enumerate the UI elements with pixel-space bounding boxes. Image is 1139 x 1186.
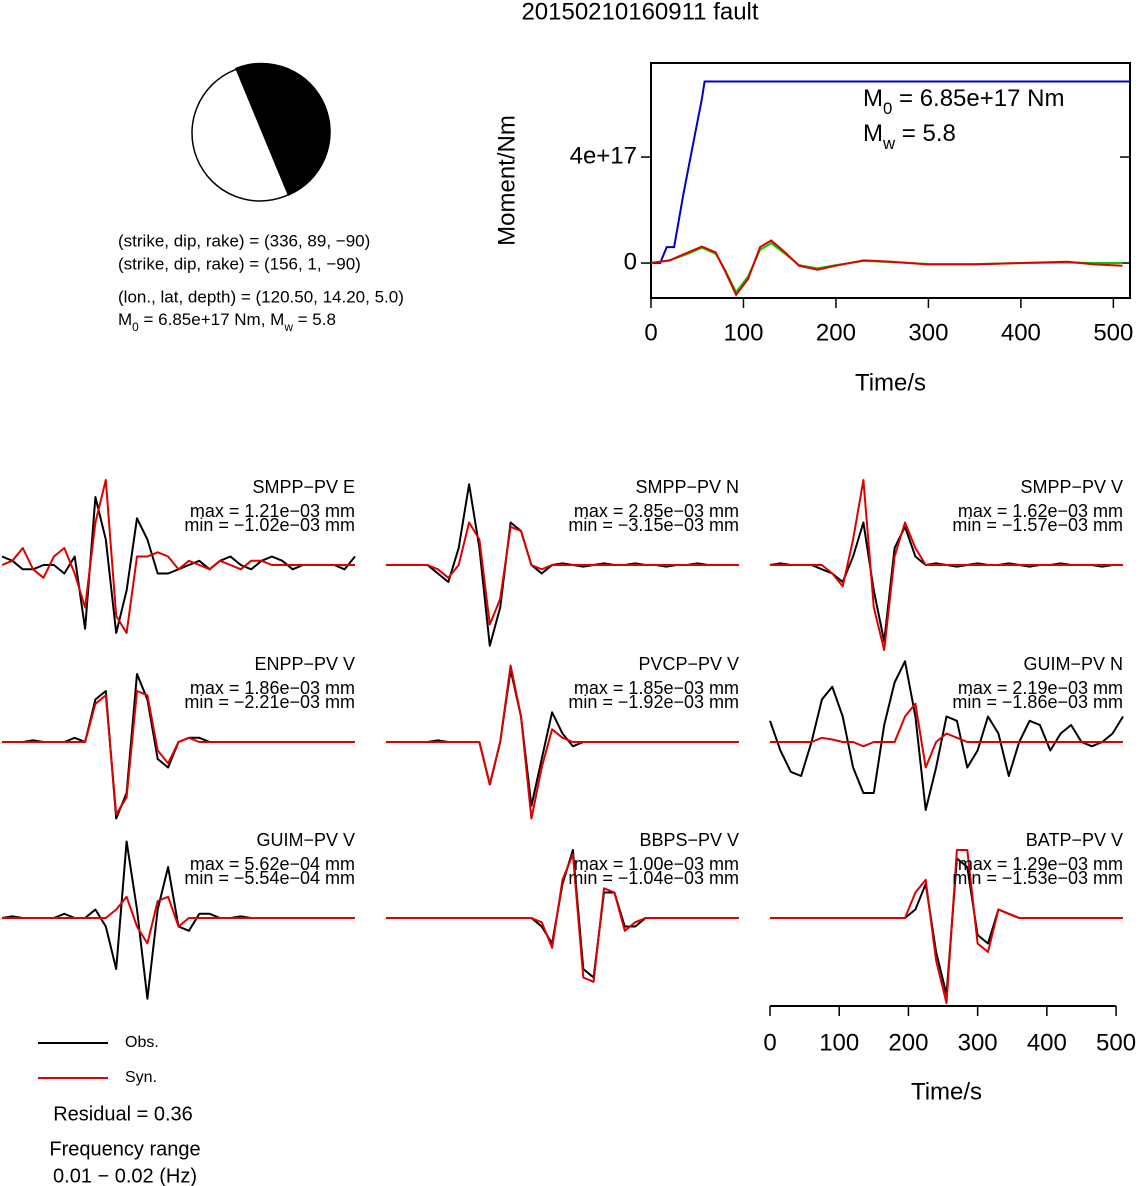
subscript-text: M0 = 6.85e+17 Nm, Mw = 5.8 [118, 310, 336, 334]
y-tick-label: 0 [624, 248, 637, 275]
y-tick-label: 4e+17 [570, 142, 637, 169]
min-label: min = −3.15e−03 mm [568, 515, 739, 535]
max-label: max = 1.86e−03 mm [190, 678, 355, 698]
station-label: ENPP−PV V [254, 654, 355, 674]
syn-trace [2, 690, 355, 816]
subscript-text: Mw = 5.8 [863, 120, 956, 153]
station-label: GUIM−PV V [256, 830, 355, 850]
text-part: M [118, 310, 132, 329]
subscript: w [283, 320, 293, 334]
syn-trace [1, 479, 355, 634]
frequency-label: Frequency range [49, 1138, 200, 1160]
moment-line [650, 241, 1123, 295]
min-label: min = −1.92e−03 mm [568, 692, 739, 712]
figure-title: 20150210160911 fault [521, 0, 758, 25]
moment-line [650, 239, 1123, 297]
subscript: 0 [883, 99, 892, 118]
min-label: min = −5.54e−04 mm [184, 868, 355, 888]
min-label: min = −1.57e−03 mm [952, 515, 1123, 535]
max-label: max = 1.00e−03 mm [574, 854, 739, 874]
subscript-text: M0 = 6.85e+17 Nm [863, 85, 1064, 118]
syn-trace [386, 853, 739, 983]
x-tick-label: 0 [763, 1029, 776, 1056]
y-axis-label: Moment/Nm [493, 115, 520, 246]
max-label: max = 2.19e−03 mm [958, 678, 1123, 698]
text-part: = 5.8 [293, 310, 336, 329]
min-label: min = −1.02e−03 mm [184, 515, 355, 535]
residual: Residual = 0.36 [53, 1103, 193, 1125]
text-part: = 6.85e+17 Nm [892, 85, 1064, 112]
syn-trace [770, 479, 1123, 651]
syn-trace [770, 849, 1123, 1004]
max-label: max = 1.29e−03 mm [958, 854, 1123, 874]
frequency-range: 0.01 − 0.02 (Hz) [53, 1165, 197, 1186]
x-axis-label: Time/s [855, 369, 926, 396]
x-tick-label: 400 [1027, 1029, 1067, 1056]
max-label: max = 1.62e−03 mm [958, 501, 1123, 521]
max-label: max = 1.21e−03 mm [190, 501, 355, 521]
max-label: max = 2.85e−03 mm [574, 501, 739, 521]
station-label: GUIM−PV N [1023, 654, 1123, 674]
min-label: min = −1.04e−03 mm [568, 868, 739, 888]
syn-trace [770, 702, 1123, 769]
x-tick-label: 200 [888, 1029, 928, 1056]
syn-trace [386, 664, 739, 820]
text-part: = 6.85e+17 Nm, M [139, 310, 285, 329]
x-tick-label: 500 [1096, 1029, 1136, 1056]
legend-label: Obs. [125, 1034, 159, 1051]
station-label: PVCP−PV V [638, 654, 739, 674]
min-label: min = −2.21e−03 mm [184, 692, 355, 712]
focal-line: (lon., lat, depth) = (120.50, 14.20, 5.0… [118, 287, 404, 306]
x-tick-label: 400 [1001, 319, 1041, 346]
moment-line [651, 80, 1130, 264]
focal-line: (strike, dip, rake) = (156, 1, −90) [118, 254, 361, 273]
x-tick-label: 300 [958, 1029, 998, 1056]
station-label: SMPP−PV V [1020, 477, 1123, 497]
syn-trace [386, 521, 739, 626]
moment-frame [650, 62, 1131, 299]
x-tick-label: 200 [816, 319, 856, 346]
beachball-compression [235, 62, 331, 197]
x-tick-label: 300 [908, 319, 948, 346]
syn-trace [2, 895, 355, 945]
x-tick-label: 0 [644, 319, 657, 346]
min-label: min = −1.86e−03 mm [952, 692, 1123, 712]
obs-trace [769, 660, 1124, 811]
focal-line: (strike, dip, rake) = (336, 89, −90) [118, 231, 370, 250]
x-tick-label: 100 [723, 319, 763, 346]
station-label: SMPP−PV N [635, 477, 739, 497]
legend-label: Syn. [125, 1069, 157, 1086]
obs-trace [769, 521, 1123, 643]
station-label: SMPP−PV E [252, 477, 355, 497]
max-label: max = 5.62e−04 mm [190, 854, 355, 874]
min-label: min = −1.53e−03 mm [952, 868, 1123, 888]
station-label: BBPS−PV V [639, 830, 739, 850]
x-axis-label: Time/s [911, 1078, 982, 1105]
subscript: w [882, 134, 896, 153]
max-label: max = 1.85e−03 mm [574, 678, 739, 698]
subscript: 0 [132, 320, 139, 334]
beachball [191, 62, 331, 202]
text-part: = 5.8 [895, 120, 956, 147]
text-part: M [863, 85, 883, 112]
x-tick-label: 100 [819, 1029, 859, 1056]
station-label: BATP−PV V [1026, 830, 1123, 850]
text-part: M [863, 120, 883, 147]
x-tick-label: 500 [1093, 319, 1133, 346]
